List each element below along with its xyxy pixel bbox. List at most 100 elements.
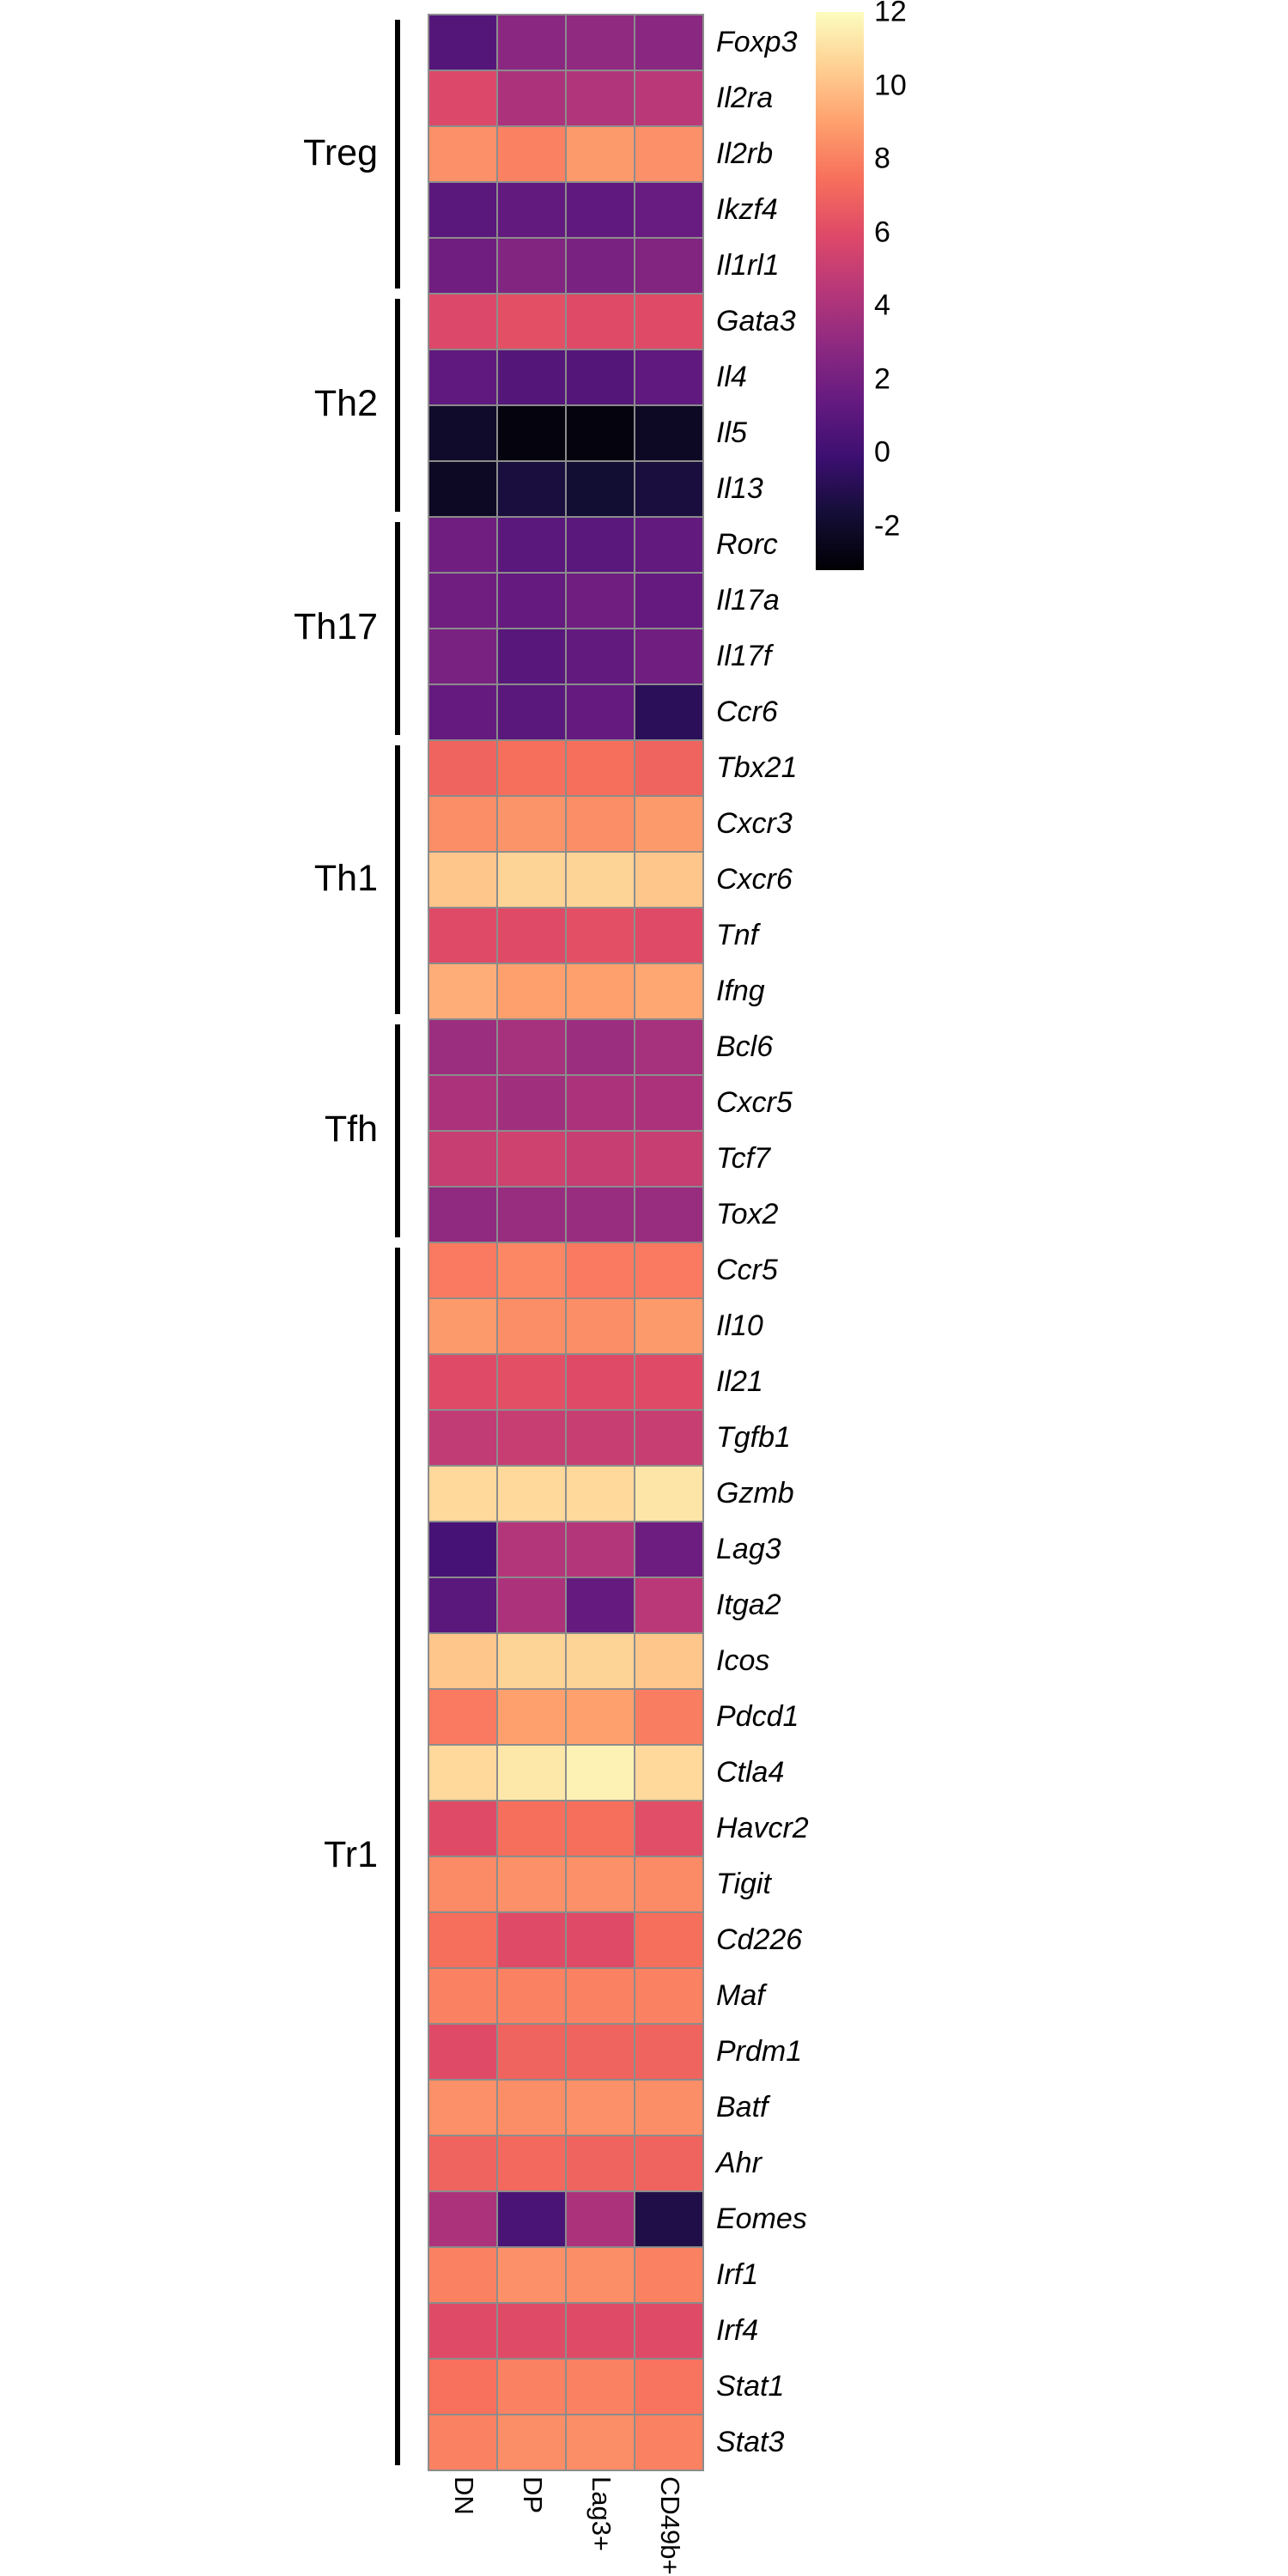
column-label: DN: [449, 2476, 479, 2515]
heatmap-cell: [429, 183, 496, 237]
heatmap-cell: [498, 1746, 565, 1800]
gene-label: Tigit: [716, 1868, 771, 1900]
heatmap-cell: [429, 2025, 496, 2079]
heatmap-cell: [567, 2136, 634, 2190]
gene-label: Bcl6: [716, 1030, 774, 1063]
heatmap-cell: [498, 1132, 565, 1186]
heatmap-cell: [429, 629, 496, 683]
heatmap-cell: [635, 1132, 702, 1186]
heatmap-cell: [429, 1578, 496, 1632]
heatmap-cell: [498, 295, 565, 349]
column-label: CD49b+: [655, 2476, 685, 2575]
heatmap-cell: [635, 629, 702, 683]
gene-label: Tnf: [716, 919, 759, 951]
heatmap-cell: [635, 1634, 702, 1688]
heatmap-cell: [429, 295, 496, 349]
gene-label: Ahr: [716, 2147, 762, 2179]
gene-label: Cd226: [716, 1923, 803, 1956]
heatmap-cell: [498, 2360, 565, 2414]
heatmap-cell: [635, 71, 702, 125]
heatmap-cell: [498, 2136, 565, 2190]
heatmap-cell: [498, 1076, 565, 1130]
gene-label: Maf: [716, 1979, 765, 2012]
gene-label: Gzmb: [716, 1477, 794, 1510]
heatmap-cell: [567, 350, 634, 404]
group-label: Treg: [303, 132, 378, 173]
heatmap-cell: [429, 1690, 496, 1744]
heatmap-cell: [498, 2304, 565, 2358]
colorbar-tick-label: 12: [874, 0, 907, 28]
heatmap-cell: [635, 2304, 702, 2358]
heatmap-cell: [429, 741, 496, 795]
gene-label: Il13: [716, 472, 763, 505]
group-label: Tfh: [324, 1109, 378, 1150]
heatmap-cell: [635, 1969, 702, 2023]
colorbar-tick-label: 6: [874, 216, 890, 249]
heatmap-cell: [429, 908, 496, 963]
heatmap-cell: [567, 2081, 634, 2135]
group-bar: [395, 522, 400, 735]
heatmap-cell: [567, 964, 634, 1018]
heatmap-cell: [567, 1522, 634, 1577]
heatmap-cell: [429, 350, 496, 404]
heatmap-cell: [567, 741, 634, 795]
gene-label: Il2rb: [716, 137, 774, 170]
heatmap-cell: [498, 1690, 565, 1744]
heatmap-cell: [635, 239, 702, 293]
heatmap-cell: [635, 1913, 702, 1967]
group-bar: [395, 20, 400, 289]
gene-label: Batf: [716, 2091, 769, 2123]
heatmap-cell: [567, 1578, 634, 1632]
heatmap-cell: [567, 127, 634, 181]
heatmap-cell: [429, 15, 496, 70]
heatmap-cell: [567, 518, 634, 572]
heatmap-cell: [635, 183, 702, 237]
heatmap-cell: [498, 1243, 565, 1297]
heatmap-cell: [498, 1913, 565, 1967]
heatmap-cell: [498, 1969, 565, 2023]
heatmap-cell: [429, 1634, 496, 1688]
heatmap-cell: [498, 908, 565, 963]
heatmap-cell: [429, 127, 496, 181]
heatmap-cell: [498, 1467, 565, 1521]
heatmap-cell: [429, 2136, 496, 2190]
group-bar: [395, 299, 400, 512]
colorbar-tick-label: -2: [874, 509, 901, 543]
heatmap-cell: [567, 462, 634, 516]
colorbar-tick-label: 10: [874, 69, 907, 102]
heatmap-cell: [498, 797, 565, 851]
heatmap-cell: [498, 350, 565, 404]
gene-label: Itga2: [716, 1589, 781, 1621]
heatmap-cell: [635, 2136, 702, 2190]
heatmap-cell: [498, 1578, 565, 1632]
heatmap-cell: [635, 2360, 702, 2414]
heatmap-cell: [635, 2192, 702, 2246]
group-label: Th1: [313, 858, 378, 899]
gene-label: Gata3: [716, 305, 796, 337]
heatmap-cell: [635, 1243, 702, 1297]
heatmap-cell: [635, 1801, 702, 1856]
heatmap-grid: [428, 14, 704, 2471]
heatmap-cell: [429, 2248, 496, 2302]
heatmap-cell: [567, 908, 634, 963]
heatmap-cell: [635, 1857, 702, 1911]
heatmap-cell: [429, 1522, 496, 1577]
gene-label: Ccr5: [716, 1254, 778, 1286]
heatmap-cell: [498, 741, 565, 795]
gene-label: Rorc: [716, 528, 778, 561]
heatmap-cell: [635, 1299, 702, 1353]
heatmap-cell: [635, 518, 702, 572]
gene-label: Ikzf4: [716, 193, 778, 226]
gene-label: Il2ra: [716, 82, 774, 114]
heatmap-cell: [429, 1355, 496, 1409]
group-label: Tr1: [324, 1834, 378, 1875]
heatmap-cell: [635, 1690, 702, 1744]
heatmap-cell: [498, 2081, 565, 2135]
heatmap-cell: [429, 1746, 496, 1800]
colorbar-gradient: [816, 12, 864, 570]
heatmap-cell: [635, 741, 702, 795]
heatmap-cell: [498, 2192, 565, 2246]
heatmap-cell: [498, 685, 565, 739]
gene-label: Il4: [716, 361, 747, 393]
heatmap-cell: [567, 2192, 634, 2246]
